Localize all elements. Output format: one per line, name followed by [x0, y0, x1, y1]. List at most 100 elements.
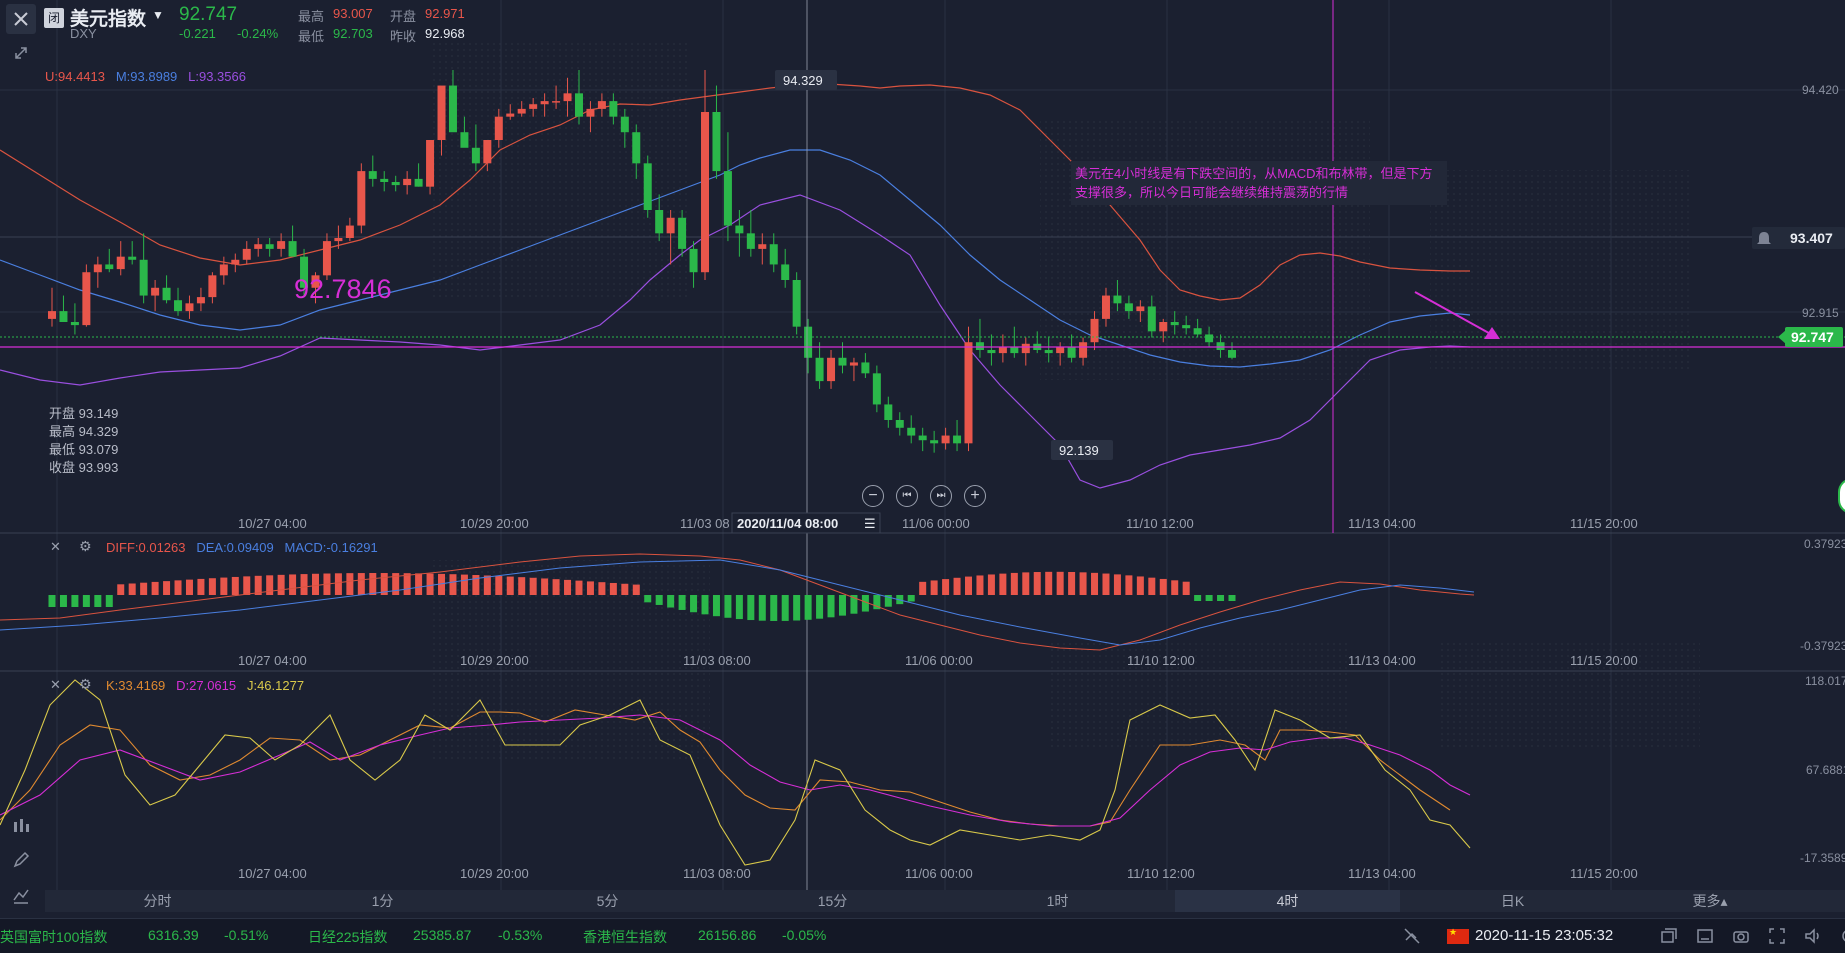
macd-bar [873, 595, 881, 610]
macd-settings-icon[interactable]: ⚙ [79, 538, 92, 554]
candle [185, 295, 194, 319]
window-restore-icon[interactable] [1660, 927, 1678, 945]
macd-bar [758, 595, 766, 621]
tab-more[interactable]: 更多▴ [1692, 893, 1728, 909]
price-annotation[interactable]: 92.7846 [294, 274, 392, 304]
tab-timeshare[interactable]: 分时 [143, 893, 172, 909]
candle [139, 233, 148, 304]
status-bar [0, 918, 1845, 953]
tab-15min[interactable]: 15分 [817, 893, 848, 909]
candle [1021, 337, 1030, 366]
chevron-down-icon[interactable]: ▼ [152, 8, 164, 22]
crosshair-time-label: 2020/11/04 08:00 ☰ [731, 512, 881, 534]
kdj-d-value: D:27.0615 [176, 678, 237, 693]
camera-icon[interactable] [1732, 927, 1750, 945]
candle [1170, 311, 1179, 335]
kdj-k-value: K:33.4169 [106, 678, 166, 693]
candle [162, 275, 171, 304]
macd-bar [781, 595, 789, 621]
candle [357, 163, 366, 234]
candlestick-series [48, 70, 1236, 453]
candle [723, 132, 732, 242]
trend-arrow[interactable] [1414, 291, 1500, 339]
macd-bar [140, 582, 148, 595]
ticker-name[interactable]: 英国富时100指数 [0, 929, 108, 945]
speaker-icon[interactable] [1804, 927, 1822, 945]
candle [849, 357, 858, 382]
time-tick: 11/15 20:00 [1570, 516, 1638, 531]
tab-4hour[interactable]: 4时 [1175, 890, 1400, 912]
candle [1044, 337, 1053, 363]
scroll-left-icon[interactable]: ⏮ [896, 485, 918, 507]
macd-bar [861, 595, 869, 612]
line-chart-icon[interactable] [8, 882, 34, 908]
settings-icon[interactable] [1840, 927, 1845, 945]
boll-lower-value: L:93.3566 [188, 69, 246, 84]
alert-price-tag[interactable]: 93.407 [1752, 227, 1845, 249]
window-minimize-icon[interactable] [1696, 927, 1714, 945]
current-price-label: 92.747 [1791, 329, 1834, 345]
macd-bar [655, 595, 663, 605]
status-datetime: 2020-11-15 23:05:32 [1475, 927, 1614, 944]
tab-1min[interactable]: 1分 [371, 893, 394, 909]
candle [872, 365, 881, 413]
candle [735, 210, 744, 257]
candle [151, 280, 160, 312]
candle [964, 326, 973, 452]
macd-bar [243, 576, 251, 595]
kdj-close-icon[interactable]: ✕ [50, 677, 61, 692]
collapse-icon[interactable] [8, 40, 34, 66]
market-ticker[interactable]: 英国富时100指数 6316.39 -0.51% 日经225指数 25385.8… [0, 927, 852, 947]
macd-bar [495, 576, 503, 595]
candle [643, 155, 652, 218]
time-tick: 10/29 20:00 [460, 653, 529, 668]
tab-1hour[interactable]: 1时 [1046, 893, 1069, 909]
time-axis-kdj: 10/27 04:00 10/29 20:00 11/03 08:00 11/0… [238, 866, 1638, 881]
macd-bar [838, 595, 846, 616]
macd-bar [1159, 578, 1167, 595]
macd-bar [1113, 574, 1121, 595]
macd-bar [690, 595, 698, 613]
grid [0, 0, 1845, 890]
kdj-settings-icon[interactable]: ⚙ [79, 676, 92, 692]
last-price: 92.747 [179, 4, 238, 25]
time-tick: 10/27 04:00 [238, 516, 307, 531]
candle [1124, 295, 1133, 319]
close-icon[interactable] [6, 4, 36, 34]
connection-off-icon[interactable] [1402, 926, 1422, 951]
time-tick: 11/13 04:00 [1348, 516, 1416, 531]
pencil-icon[interactable] [8, 847, 34, 873]
kdj-j-line [0, 679, 1471, 866]
analysis-note[interactable]: 美元在4小时线是有下跌空间的，从MACD和布林带，但是下方支撑很多，所以今日可能… [1071, 161, 1447, 205]
candle [678, 210, 687, 257]
kdj-legend: K:33.4169 D:27.0615 J:46.1277 [106, 678, 304, 693]
macd-bar [289, 574, 297, 595]
macd-bar [1125, 575, 1133, 595]
tab-5min[interactable]: 5分 [596, 893, 619, 909]
macd-bar [1136, 576, 1144, 595]
instrument-code: DXY [70, 26, 97, 41]
candle [426, 140, 435, 195]
macd-bar [1033, 572, 1041, 595]
macd-bar [884, 595, 892, 607]
candle [746, 210, 755, 257]
macd-bar [48, 595, 56, 607]
zoom-in-icon[interactable]: + [964, 485, 986, 507]
time-axis-main: 10/27 04:00 10/29 20:00 11/03 08 11/06 0… [238, 516, 1638, 531]
fullscreen-icon[interactable] [1768, 927, 1786, 945]
ticker-name[interactable]: 香港恒生指数 [583, 929, 667, 945]
candle [368, 155, 377, 187]
time-tick: 10/29 20:00 [460, 516, 529, 531]
candle [953, 420, 962, 452]
indicator-tool-icon[interactable] [8, 812, 34, 838]
tab-daily[interactable]: 日K [1500, 893, 1525, 909]
scroll-right-icon[interactable]: ⏭ [930, 485, 952, 507]
zoom-out-icon[interactable]: − [862, 485, 884, 507]
macd-bar [644, 595, 652, 603]
macd-bar [965, 576, 973, 595]
macd-close-icon[interactable]: ✕ [50, 539, 61, 554]
zoom-controls: − ⏮ ⏭ + [862, 485, 986, 507]
instrument-title[interactable]: 美元指数 [70, 9, 147, 30]
ticker-name[interactable]: 日经225指数 [308, 929, 388, 945]
